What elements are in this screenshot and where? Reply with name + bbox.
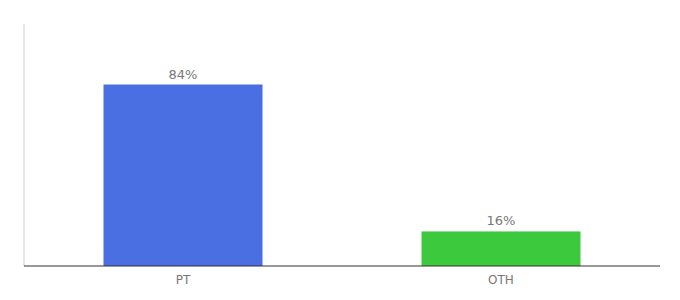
chart-container: PT OTH 84% 16% (0, 0, 680, 300)
x-axis-line (24, 265, 660, 266)
x-tick-label: OTH (488, 273, 514, 287)
x-tick-label: PT (176, 273, 191, 287)
data-label: 84% (169, 67, 198, 82)
bars (104, 85, 581, 267)
data-label: 16% (487, 213, 516, 228)
chart-svg: PT OTH 84% 16% (0, 0, 680, 300)
y-axis-line (24, 24, 25, 266)
bar (104, 85, 263, 267)
bar (422, 231, 581, 266)
